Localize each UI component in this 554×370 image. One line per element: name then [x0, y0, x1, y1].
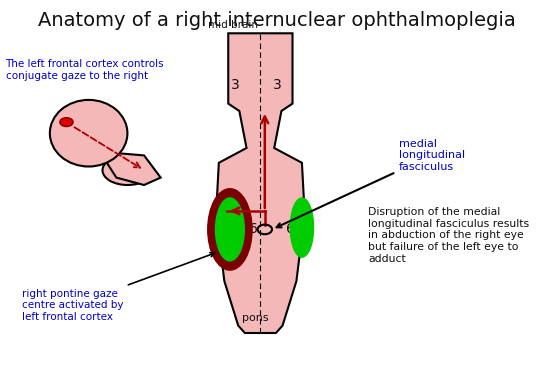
- Ellipse shape: [290, 198, 314, 257]
- Ellipse shape: [102, 155, 152, 185]
- Text: mid brain: mid brain: [208, 20, 258, 30]
- Text: Anatomy of a right internuclear ophthalmoplegia: Anatomy of a right internuclear ophthalm…: [38, 11, 516, 30]
- Text: right pontine gaze
centre activated by
left frontal cortex: right pontine gaze centre activated by l…: [22, 253, 214, 322]
- Circle shape: [60, 118, 73, 127]
- Text: medial
longitudinal
fasciculus: medial longitudinal fasciculus: [276, 139, 465, 228]
- Polygon shape: [216, 33, 305, 333]
- Text: 6: 6: [249, 222, 258, 236]
- Text: 3: 3: [273, 78, 281, 92]
- Text: 3: 3: [231, 78, 240, 92]
- Ellipse shape: [208, 189, 252, 270]
- Text: The left frontal cortex controls
conjugate gaze to the right: The left frontal cortex controls conjuga…: [6, 59, 164, 81]
- Polygon shape: [100, 152, 161, 185]
- Text: Disruption of the medial
longitudinal fasciculus results
in abduction of the rig: Disruption of the medial longitudinal fa…: [368, 207, 530, 263]
- Text: pons: pons: [242, 313, 268, 323]
- Ellipse shape: [216, 198, 244, 261]
- Text: 6: 6: [286, 222, 295, 236]
- Ellipse shape: [50, 100, 127, 166]
